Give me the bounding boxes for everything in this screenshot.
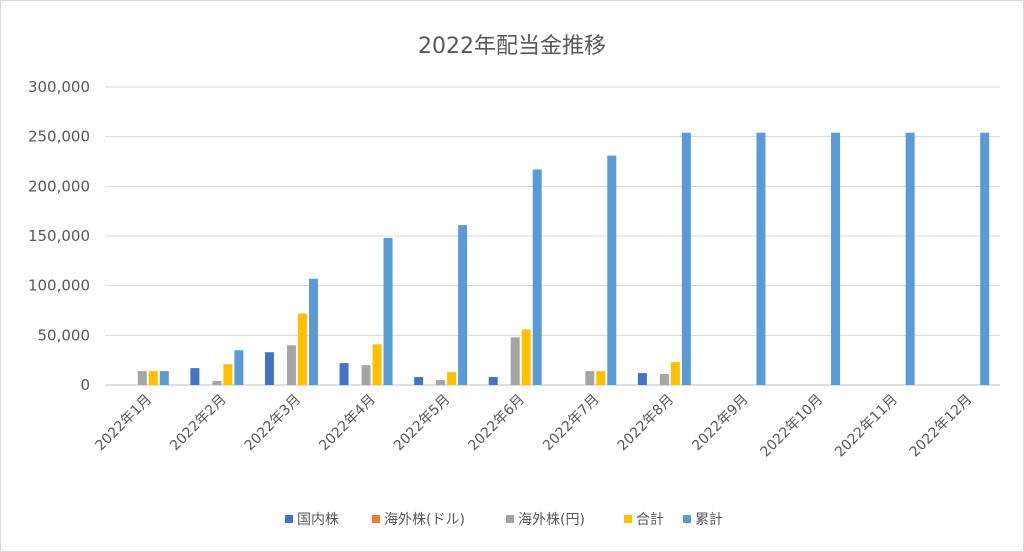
y-tick-label: 100,000 — [28, 277, 90, 295]
legend-label: 合計 — [636, 512, 664, 528]
bar-海外株(円)-2022年3月 — [286, 345, 296, 385]
legend-swatch — [683, 515, 691, 523]
bar-国内株-2022年2月 — [190, 368, 200, 385]
bar-海外株(円)-2022年2月 — [212, 381, 222, 385]
bar-累計-2022年4月 — [383, 237, 393, 385]
bar-合計-2022年8月 — [670, 362, 680, 385]
gridlines — [105, 86, 1000, 386]
chart-title: 2022年配当金推移 — [418, 34, 606, 59]
bar-合計-2022年5月 — [447, 372, 457, 385]
y-tick-label: 50,000 — [38, 326, 91, 344]
x-tick-label: 2022年1月 — [93, 392, 156, 455]
bar-海外株(円)-2022年7月 — [585, 371, 595, 385]
x-tick-label: 2022年2月 — [167, 392, 230, 455]
legend-label: 海外株(円) — [518, 512, 585, 528]
legend-swatch — [372, 515, 380, 523]
bar-累計-2022年6月 — [532, 169, 542, 385]
bar-海外株(円)-2022年8月 — [659, 374, 669, 385]
bar-累計-2022年9月 — [756, 132, 766, 385]
legend-swatch — [285, 515, 293, 523]
bar-国内株-2022年3月 — [264, 352, 274, 385]
legend-label: 累計 — [695, 512, 723, 528]
bar-海外株(円)-2022年4月 — [361, 365, 371, 385]
legend-swatch — [624, 515, 632, 523]
x-tick-label: 2022年8月 — [615, 392, 678, 455]
legend: 国内株 海外株(ドル) 海外株(円) 合計 累計 — [285, 512, 723, 528]
x-tick-label: 2022年5月 — [391, 392, 454, 455]
x-tick-label: 2022年4月 — [316, 392, 379, 455]
x-tick-label: 2022年6月 — [465, 392, 528, 455]
x-tick-label: 2022年3月 — [242, 392, 305, 455]
bar-累計-2022年3月 — [308, 278, 318, 385]
bar-海外株(円)-2022年6月 — [510, 337, 520, 385]
bar-合計-2022年2月 — [223, 364, 233, 385]
bar-累計-2022年7月 — [607, 155, 617, 385]
bar-合計-2022年4月 — [372, 344, 382, 385]
bar-国内株-2022年4月 — [339, 363, 349, 385]
bar-累計-2022年10月 — [831, 132, 841, 385]
y-tick-label: 200,000 — [28, 177, 90, 195]
y-axis: 0 50,000 100,000 150,000 200,000 250,000 300,0… — [28, 78, 90, 394]
bar-累計-2022年1月 — [159, 371, 169, 385]
bar-海外株(円)-2022年1月 — [137, 371, 147, 385]
y-tick-label: 300,000 — [28, 78, 90, 96]
y-tick-label: 0 — [80, 376, 90, 394]
legend-label: 国内株 — [297, 512, 339, 528]
x-tick-label: 2022年7月 — [540, 392, 603, 455]
bar-国内株-2022年6月 — [488, 377, 498, 385]
bar-国内株-2022年8月 — [637, 373, 647, 385]
x-axis: 2022年1月 2022年2月 2022年3月 2022年4月 2022年5月 2022年… — [93, 392, 976, 461]
bar-海外株(円)-2022年5月 — [436, 380, 446, 385]
bar-累計-2022年8月 — [681, 132, 691, 385]
bar-合計-2022年7月 — [596, 371, 606, 385]
bar-合計-2022年3月 — [297, 313, 307, 385]
x-tick-label: 2022年11月 — [832, 392, 901, 461]
bar-累計-2022年12月 — [980, 132, 990, 385]
y-tick-label: 150,000 — [28, 227, 90, 245]
bar-累計-2022年2月 — [234, 350, 244, 385]
bar-国内株-2022年5月 — [414, 377, 424, 385]
bar-合計-2022年1月 — [148, 371, 158, 385]
y-tick-label: 250,000 — [28, 128, 90, 146]
legend-label: 海外株(ドル) — [384, 512, 465, 528]
bar-累計-2022年11月 — [905, 132, 915, 385]
legend-swatch — [506, 515, 514, 523]
bar-合計-2022年6月 — [521, 329, 531, 385]
x-tick-label: 2022年10月 — [757, 392, 826, 461]
bar-累計-2022年5月 — [458, 225, 468, 385]
bars — [137, 132, 990, 385]
x-tick-label: 2022年12月 — [907, 392, 976, 461]
x-tick-label: 2022年9月 — [689, 392, 752, 455]
